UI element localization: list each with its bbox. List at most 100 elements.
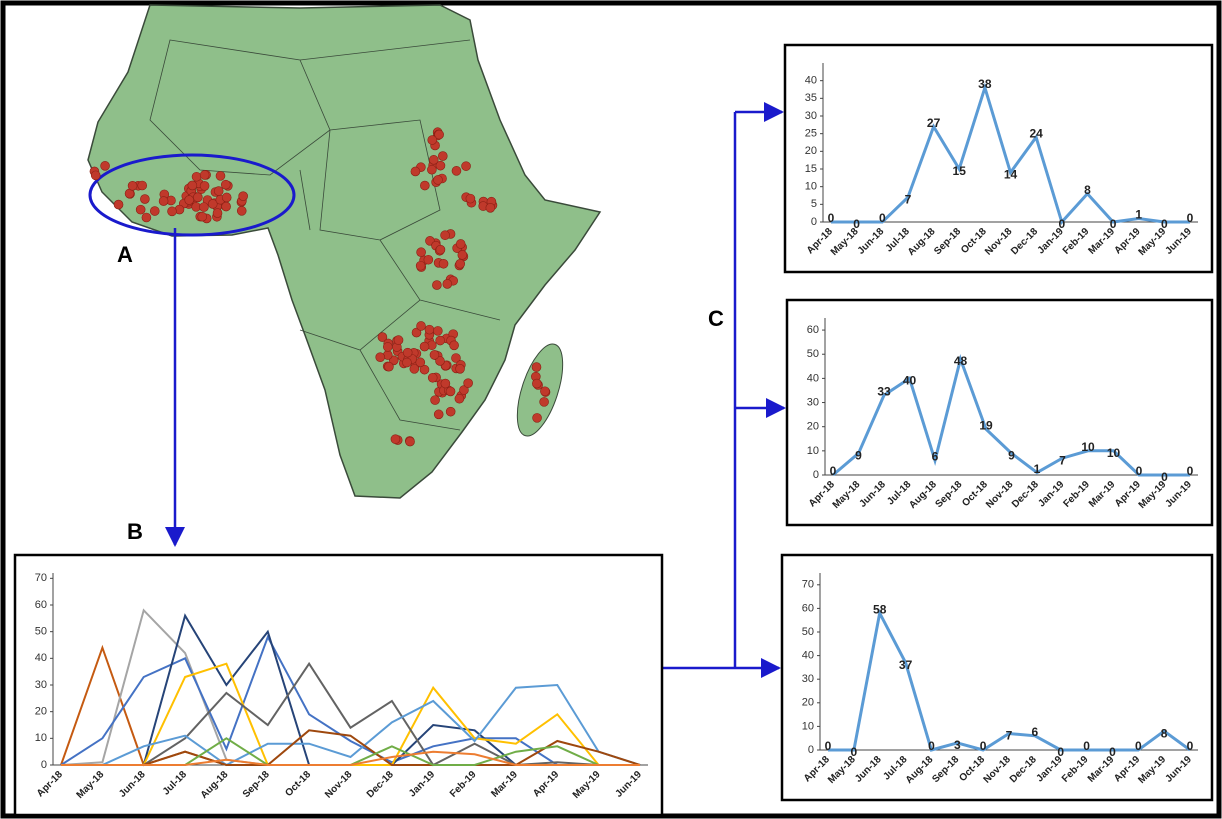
series-line (61, 683, 641, 767)
dot (221, 192, 232, 203)
dot (113, 199, 124, 210)
y-tick-label: 50 (807, 348, 819, 360)
dot (149, 206, 160, 216)
y-tick-label: 40 (805, 75, 817, 87)
dot (393, 335, 404, 345)
dot (531, 362, 542, 372)
dot (423, 254, 434, 265)
y-tick-label: 60 (802, 602, 814, 614)
dot (100, 161, 110, 171)
data-label: 0 (1057, 745, 1064, 759)
data-label: 0 (825, 739, 832, 753)
dot (416, 321, 426, 331)
dot (212, 208, 223, 218)
data-label: 9 (1008, 448, 1015, 462)
dot (461, 161, 471, 171)
dot (415, 260, 426, 271)
dot (199, 181, 210, 191)
data-label: 7 (1059, 453, 1066, 467)
y-tick-label: 25 (805, 128, 817, 140)
data-label: 6 (932, 450, 939, 464)
dot (140, 194, 150, 204)
y-tick-label: 20 (807, 421, 819, 433)
dot (383, 342, 393, 352)
y-tick-label: 70 (802, 579, 814, 591)
dot (141, 212, 152, 223)
y-tick-label: 20 (802, 697, 814, 709)
dot (430, 395, 440, 405)
data-label: 0 (1136, 464, 1143, 478)
dot (411, 327, 422, 338)
y-tick-label: 60 (35, 599, 47, 611)
dot (442, 279, 453, 289)
chart-box (785, 298, 1214, 527)
dot (454, 393, 465, 404)
dot (390, 434, 401, 444)
dot (434, 129, 444, 140)
dot (419, 364, 430, 375)
data-label: 0 (1161, 470, 1168, 484)
dot (410, 166, 421, 177)
dot (193, 192, 203, 203)
dot (433, 175, 443, 185)
dot (540, 386, 550, 397)
y-tick-label: 50 (802, 626, 814, 638)
data-label: 0 (980, 739, 987, 753)
dot (236, 206, 247, 216)
y-tick-label: 30 (802, 673, 814, 685)
series-line (831, 82, 1190, 225)
data-label: 1 (1034, 462, 1041, 476)
dot (416, 247, 426, 258)
series-line (832, 353, 1190, 477)
data-label: 14 (1004, 168, 1018, 182)
y-tick-label: 35 (805, 92, 817, 104)
dot (167, 206, 177, 217)
chart-box (13, 553, 664, 817)
y-tick-label: 0 (808, 744, 814, 756)
dot (435, 160, 446, 171)
y-tick-label: 10 (802, 720, 814, 732)
dot (238, 191, 248, 201)
dot (415, 357, 426, 368)
y-tick-label: 10 (807, 445, 819, 457)
dot (449, 340, 459, 351)
dot (409, 364, 420, 374)
data-label: 15 (953, 164, 967, 178)
dot (419, 341, 430, 352)
dot (463, 378, 473, 388)
data-label: 0 (928, 739, 935, 753)
data-label: 8 (1084, 183, 1091, 197)
dot (199, 202, 209, 212)
data-label: 0 (879, 211, 886, 225)
dot (539, 397, 549, 407)
dot (432, 280, 442, 290)
data-label: 7 (1006, 729, 1013, 743)
y-tick-label: 20 (35, 706, 47, 718)
arrows (165, 102, 786, 678)
borders (149, 39, 501, 431)
data-label: 1 (1135, 208, 1142, 222)
data-label: 10 (1081, 440, 1095, 454)
data-label: 0 (1109, 745, 1116, 759)
data-label: 8 (1161, 726, 1168, 740)
dot (375, 352, 386, 362)
dot (377, 332, 388, 342)
y-tick-label: 50 (35, 626, 47, 638)
data-label: 24 (1029, 126, 1043, 140)
dot (455, 259, 466, 269)
data-label: 19 (979, 418, 993, 432)
dot (457, 250, 468, 260)
series-line (61, 661, 640, 767)
dot (137, 180, 148, 191)
data-label: 0 (1083, 739, 1090, 753)
dot (438, 258, 449, 269)
dot (435, 335, 445, 346)
dot (420, 180, 430, 191)
data-label: 0 (1187, 739, 1194, 753)
data-label: 0 (1187, 464, 1194, 478)
data-label: 40 (903, 374, 917, 388)
dot (187, 180, 198, 191)
data-label: 0 (1161, 217, 1168, 231)
chart-box (783, 43, 1214, 274)
